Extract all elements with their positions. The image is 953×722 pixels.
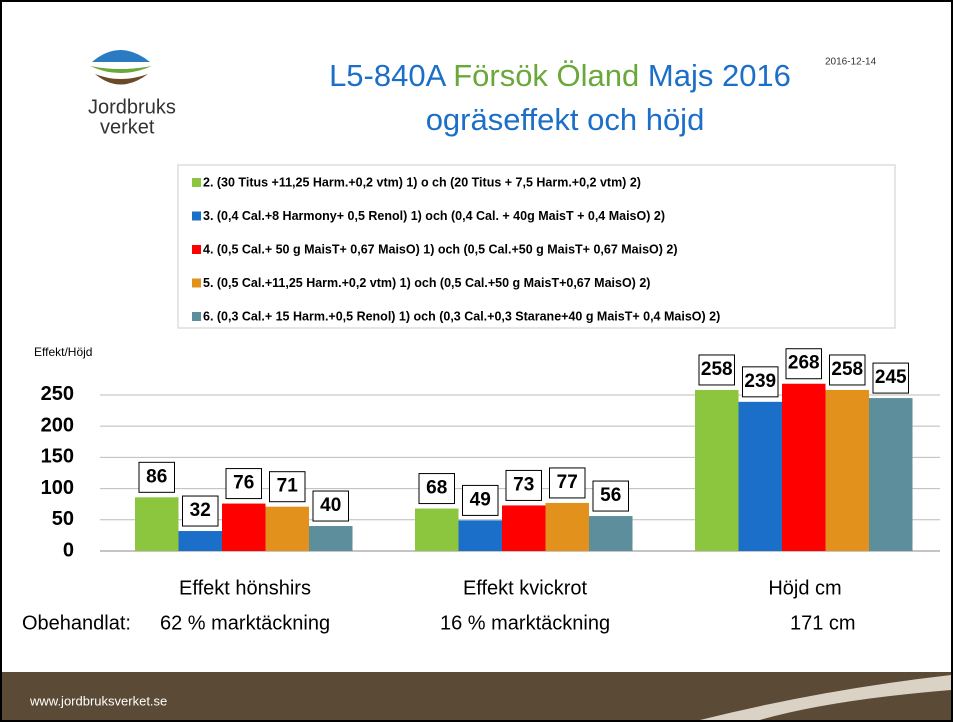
value-label: 77 (557, 472, 578, 493)
bar (265, 506, 309, 551)
legend-label: 5. (0,5 Cal.+11,25 Harm.+0,2 vtm) 1) och… (203, 276, 650, 290)
value-label: 258 (831, 359, 863, 380)
bar (309, 526, 353, 551)
value-label-box (225, 468, 262, 500)
value-label: 239 (744, 371, 776, 392)
date: 2016-12-14 (825, 57, 877, 68)
title-part: Försök Öland (453, 58, 639, 93)
bar (825, 389, 869, 551)
bar (135, 497, 179, 551)
value-label-box (829, 354, 866, 386)
title-part: L5-840A (329, 58, 447, 93)
y-axis-label: Effekt/Höjd (34, 345, 92, 359)
value-label-box (592, 480, 629, 512)
bar (869, 398, 913, 551)
footer: www.jordbruksverket.se (2, 647, 951, 720)
bar (589, 516, 633, 551)
logo-text: Jordbruks (88, 96, 176, 118)
value-label-box (462, 484, 499, 516)
value-label-box (785, 348, 822, 380)
bar (415, 508, 459, 551)
y-tick-label: 100 (41, 477, 74, 499)
value-label-box (698, 354, 735, 386)
y-tick-label: 200 (41, 414, 74, 436)
value-label-box (418, 473, 455, 505)
value-label-box (742, 366, 779, 398)
bar (782, 383, 826, 551)
title: L5-840A Försök Öland Majs 2016 (329, 58, 791, 93)
value-label: 76 (233, 473, 254, 494)
value-label: 49 (470, 489, 491, 510)
legend-box (177, 164, 896, 329)
value-label: 258 (701, 359, 733, 380)
y-tick-label: 0 (63, 539, 74, 561)
logo-text: verket (100, 116, 155, 138)
value-label: 40 (320, 495, 341, 516)
legend-label: 6. (0,3 Cal.+ 15 Harm.+0,5 Renol) 1) och… (203, 309, 720, 323)
legend-swatch (192, 211, 201, 221)
value-label: 268 (788, 353, 820, 374)
value-label: 56 (600, 485, 621, 506)
x-tick-label: Effekt hönshirs (179, 577, 311, 599)
value-label: 73 (513, 474, 534, 495)
y-tick-label: 150 (41, 446, 74, 468)
value-label: 32 (190, 500, 211, 521)
bar (502, 505, 546, 551)
title-part: Majs 2016 (648, 58, 791, 93)
value-label: 86 (146, 466, 167, 487)
y-tick-label: 50 (52, 508, 74, 530)
untreated-value: 171 cm (790, 612, 856, 634)
value-label-box (138, 461, 175, 493)
value-label-box (312, 490, 349, 522)
value-label-box (505, 469, 542, 501)
legend-label: 4. (0,5 Cal.+ 50 g MaisT+ 0,67 MaisO) 1)… (203, 242, 678, 256)
untreated-label: Obehandlat: (22, 612, 131, 634)
value-label-box (872, 362, 909, 394)
value-label-box (549, 467, 586, 499)
x-tick-label: Effekt kvickrot (463, 577, 588, 599)
value-label: 71 (277, 476, 299, 497)
legend-swatch (192, 278, 201, 288)
value-label-box (182, 495, 219, 527)
y-tick-label: 250 (41, 383, 74, 405)
untreated-value: 62 % marktäckning (160, 612, 330, 634)
value-label: 68 (426, 478, 447, 499)
bar (222, 503, 266, 551)
bar (738, 401, 782, 551)
legend-label: 2. (30 Titus +11,25 Harm.+0,2 vtm) 1) o … (203, 175, 641, 189)
bar (178, 531, 222, 551)
logo: Jordbruks verket (88, 50, 176, 138)
legend-swatch (192, 245, 201, 254)
value-label: 245 (875, 367, 907, 388)
footer-text: www.jordbruksverket.se (29, 693, 167, 708)
legend-label: 3. (0,4 Cal.+8 Harmony+ 0,5 Renol) 1) oc… (203, 209, 665, 223)
bar (458, 520, 502, 551)
value-label-box (269, 471, 306, 503)
untreated-value: 16 % marktäckning (440, 612, 610, 634)
legend-swatch (192, 178, 201, 187)
bar (695, 389, 739, 551)
subtitle: ogräseffekt och höjd (426, 102, 705, 137)
legend-swatch (192, 312, 201, 321)
bar (545, 502, 589, 551)
x-tick-label: Höjd cm (768, 577, 841, 599)
